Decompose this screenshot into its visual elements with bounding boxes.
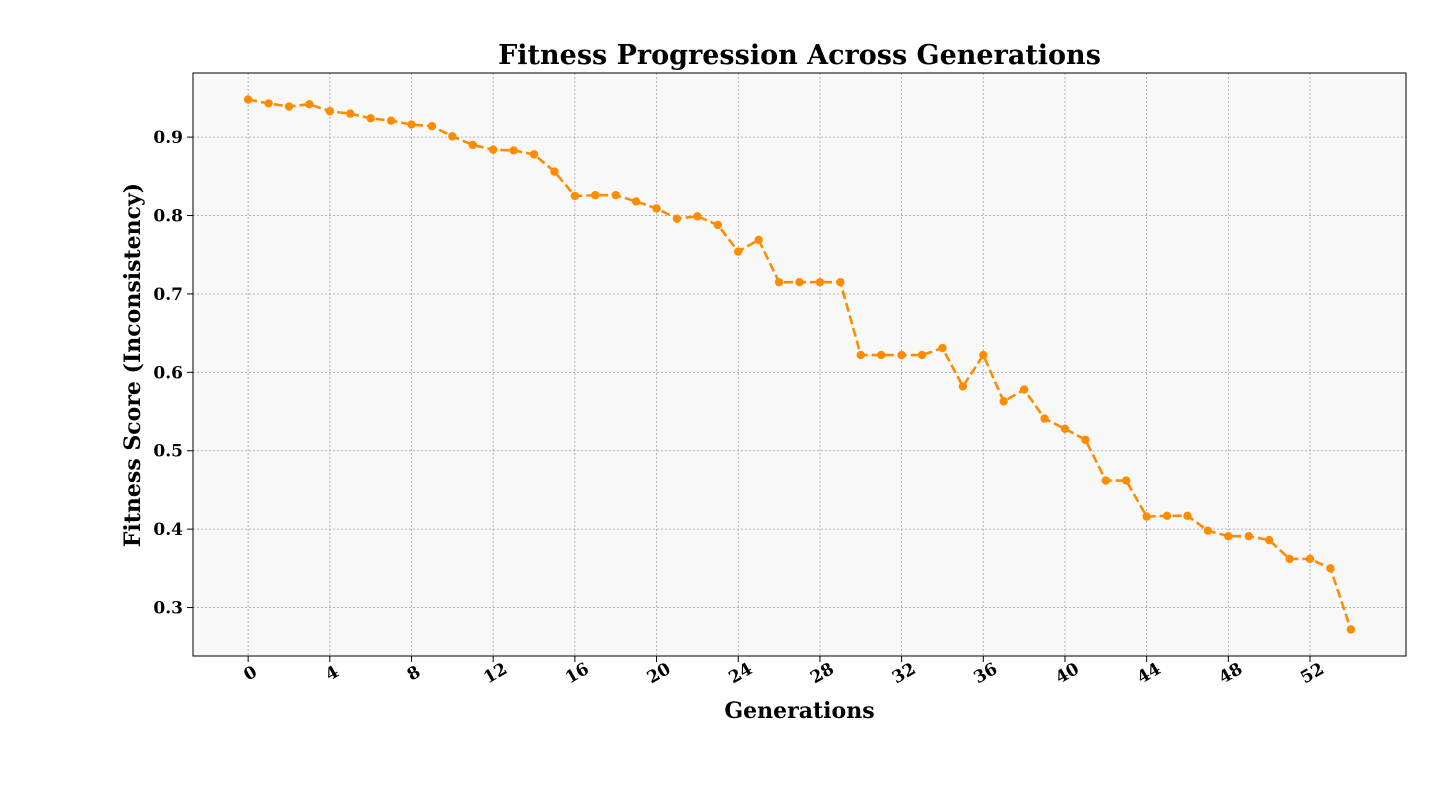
data-point <box>325 107 335 116</box>
plot-area <box>193 73 1406 656</box>
data-point <box>1285 554 1294 564</box>
data-point <box>1101 476 1111 485</box>
grid-lines <box>193 73 1406 656</box>
data-point <box>979 350 988 360</box>
data-point <box>938 343 947 353</box>
data-point <box>1142 512 1151 521</box>
data-point <box>1326 564 1335 573</box>
data-point <box>550 167 559 176</box>
data-point <box>488 145 498 154</box>
data-point <box>427 121 437 131</box>
y-tick-label: 0.7 <box>153 285 183 305</box>
data-point <box>734 247 743 256</box>
data-point <box>815 277 825 287</box>
data-point <box>631 197 641 206</box>
data-point <box>509 146 518 155</box>
data-point <box>448 132 457 141</box>
y-tick-label: 0.6 <box>153 363 183 383</box>
data-point <box>1203 526 1213 535</box>
y-axis-ticks: 0.3 0.4 0.5 0.6 0.7 0.8 0.9 <box>153 128 193 619</box>
data-point <box>713 220 723 230</box>
x-axis-label: Generations <box>724 698 874 724</box>
data-point <box>611 190 620 200</box>
data-point <box>366 114 375 123</box>
data-point <box>346 109 355 118</box>
data-point <box>795 277 804 287</box>
data-point <box>1305 554 1315 564</box>
data-point <box>468 140 477 150</box>
data-point <box>591 190 600 200</box>
data-point <box>774 277 784 287</box>
data-point <box>1081 435 1090 444</box>
data-point <box>1040 414 1049 423</box>
data-point <box>897 350 906 360</box>
data-point <box>999 397 1008 406</box>
data-point <box>407 120 416 129</box>
y-tick-label: 0.3 <box>153 599 183 619</box>
data-point <box>570 191 580 201</box>
y-tick-label: 0.8 <box>153 207 183 227</box>
data-point <box>876 350 886 360</box>
plot-frame <box>192 72 1407 657</box>
data-point <box>856 350 865 360</box>
data-point <box>1264 535 1274 545</box>
data-point <box>917 350 927 360</box>
data-point <box>284 102 294 111</box>
y-tick-label: 0.9 <box>153 128 183 148</box>
data-point <box>1162 511 1172 521</box>
data-point <box>1244 532 1253 541</box>
data-point <box>754 235 763 245</box>
data-point <box>693 212 702 221</box>
data-point <box>386 116 396 125</box>
data-point <box>1224 532 1233 541</box>
series-layer <box>243 95 1356 634</box>
data-point <box>264 99 273 108</box>
y-axis-label: Fitness Score (Inconsistency) <box>120 183 146 547</box>
y-tick-label: 0.5 <box>153 442 183 462</box>
data-point <box>958 382 968 391</box>
y-tick-label: 0.4 <box>153 520 183 540</box>
data-point <box>672 214 682 223</box>
data-point <box>1019 385 1029 394</box>
data-point <box>836 277 845 287</box>
data-point <box>529 150 539 159</box>
data-point <box>1060 424 1070 433</box>
data-point <box>1122 476 1131 485</box>
chart-title: Fitness Progression Across Generations <box>498 40 1101 71</box>
data-point <box>243 95 253 104</box>
data-point <box>652 204 661 213</box>
data-point <box>1183 511 1192 521</box>
data-point <box>1346 625 1356 634</box>
data-point <box>305 100 314 109</box>
